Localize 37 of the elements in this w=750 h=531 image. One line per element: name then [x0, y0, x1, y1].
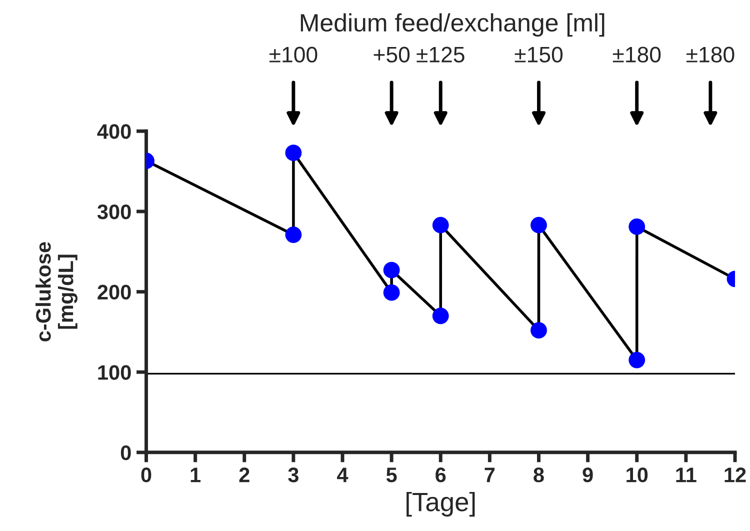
text: ±100 — [270, 46, 318, 63]
x-tick-label: 12 — [724, 468, 746, 482]
point — [432, 308, 449, 324]
x-tick-label: 4 — [337, 468, 348, 482]
point — [530, 322, 547, 339]
x-tick-label: 7 — [484, 468, 495, 482]
point — [383, 284, 400, 301]
y-axis-title: c-Glukose [mg/dL] — [36, 242, 78, 342]
y-tick-label: 200 — [98, 284, 131, 300]
text: ±180 — [686, 46, 734, 63]
x-tick-label: 3 — [288, 468, 298, 482]
point — [432, 216, 449, 234]
y-tick-label: 100 — [98, 365, 131, 380]
x-tick-label: 5 — [386, 468, 397, 482]
point — [285, 144, 302, 162]
x-tick-label: 0 — [141, 468, 152, 482]
x-tick-label: 10 — [626, 468, 648, 482]
x-tick-label: 2 — [239, 468, 250, 482]
text: +50 — [374, 46, 410, 63]
x-tick-label: 8 — [534, 468, 544, 482]
x-tick-label: 1 — [190, 468, 201, 482]
point — [530, 216, 547, 234]
x-axis-title: [Tage] — [406, 492, 475, 517]
y-tick-label: 0 — [120, 445, 131, 460]
x-tick-label: 6 — [436, 468, 446, 482]
text: ±150 — [514, 46, 563, 63]
text: ±180 — [612, 46, 661, 63]
point — [383, 262, 400, 278]
point — [628, 218, 646, 235]
x-tick-label: 11 — [676, 468, 696, 482]
x-tick-label: 9 — [582, 468, 593, 482]
y-tick-label: 400 — [97, 124, 131, 139]
chart-title: Medium feed/exchange [ml] — [300, 13, 604, 37]
point — [285, 226, 302, 243]
point — [628, 352, 646, 368]
y-tick-label: 300 — [97, 204, 131, 220]
text: ±125 — [416, 46, 464, 63]
